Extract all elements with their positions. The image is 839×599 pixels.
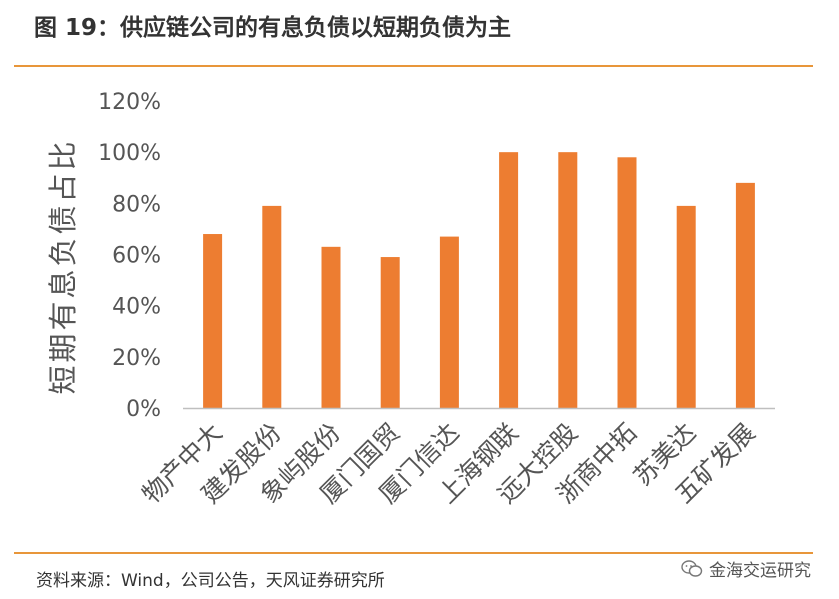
y-tick-label: 100%: [98, 141, 161, 166]
bar: [735, 182, 755, 408]
y-axis-title: 短期有息负债占比: [46, 138, 80, 394]
bar-chart: 0%20%40%60%80%100%120%短期有息负债占比物产中大建发股份象屿…: [46, 90, 775, 509]
source-note: 资料来源：Wind，公司公告，天风证券研究所: [36, 571, 385, 591]
y-tick-label: 80%: [112, 192, 161, 217]
bottom-divider: [14, 552, 813, 554]
bar: [321, 246, 341, 408]
y-tick-label: 0%: [126, 397, 161, 422]
y-tick-label: 60%: [112, 244, 161, 269]
bar: [262, 205, 282, 408]
watermark: 金海交运研究: [681, 556, 811, 581]
bar: [380, 257, 400, 408]
figure-title: 图 19：供应链公司的有息负债以短期负债为主: [34, 15, 512, 41]
y-tick-label: 20%: [112, 346, 161, 371]
top-divider: [14, 65, 813, 67]
bar: [439, 236, 459, 408]
y-tick-label: 40%: [112, 295, 161, 320]
bar: [499, 152, 519, 408]
bar: [203, 234, 223, 408]
bar: [558, 152, 578, 408]
y-tick-label: 120%: [98, 90, 161, 115]
bar: [676, 205, 696, 408]
wechat-icon: [681, 559, 703, 577]
bar: [617, 157, 637, 408]
watermark-text: 金海交运研究: [709, 561, 811, 581]
